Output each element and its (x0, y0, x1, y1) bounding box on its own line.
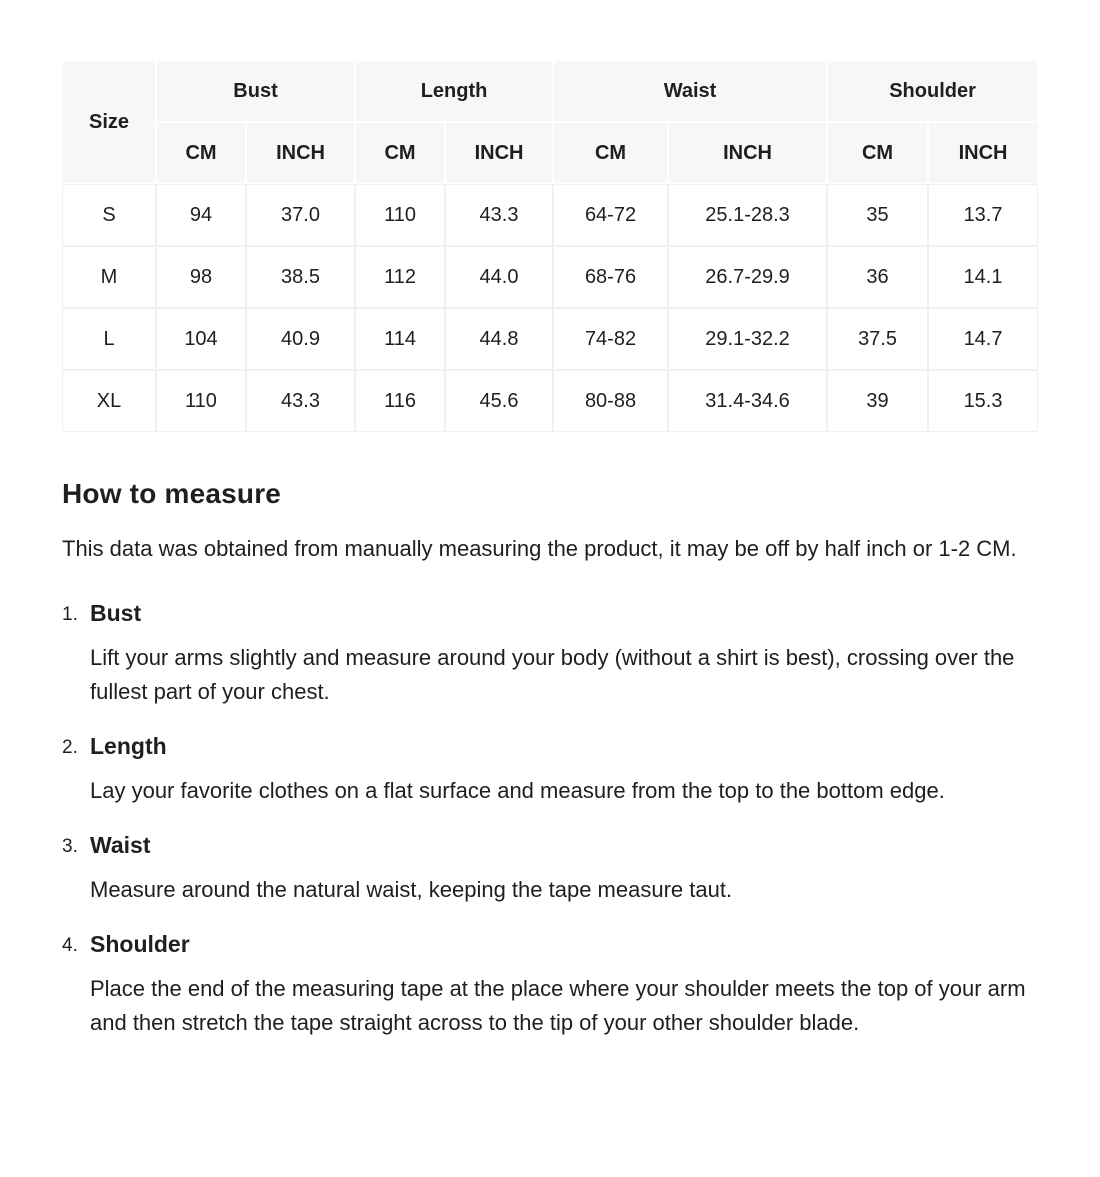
size-chart-table: Size Bust Length Waist Shoulder CM INCH … (62, 60, 1039, 432)
group-header-shoulder: Shoulder (827, 60, 1039, 122)
size-cell: XL (62, 370, 156, 432)
group-header-waist: Waist (553, 60, 828, 122)
step-description: Lift your arms slightly and measure arou… (90, 645, 1015, 704)
step-title: Length (90, 733, 167, 759)
measure-step-bust: 1. Bust Lift your arms slightly and meas… (62, 598, 1038, 709)
unit-header-waist-inch: INCH (668, 122, 828, 184)
group-header-bust: Bust (156, 60, 356, 122)
how-to-measure-heading: How to measure (62, 478, 282, 509)
size-chart-body: S 94 37.0 110 43.3 64-72 25.1-28.3 35 13… (62, 184, 1039, 432)
size-cell: S (62, 184, 156, 246)
value-cell: 14.1 (928, 246, 1039, 308)
value-cell: 44.0 (445, 246, 554, 308)
value-cell: 29.1-32.2 (668, 308, 828, 370)
unit-header-shoulder-cm: CM (827, 122, 929, 184)
value-cell: 37.0 (246, 184, 356, 246)
step-number: 3. (62, 836, 78, 857)
value-cell: 35 (827, 184, 929, 246)
unit-header-bust-inch: INCH (246, 122, 356, 184)
value-cell: 43.3 (246, 370, 356, 432)
step-body: Bust Lift your arms slightly and measure… (90, 598, 1038, 709)
value-cell: 43.3 (445, 184, 554, 246)
value-cell: 64-72 (553, 184, 669, 246)
step-title: Bust (90, 600, 142, 626)
value-cell: 13.7 (928, 184, 1039, 246)
value-cell: 26.7-29.9 (668, 246, 828, 308)
value-cell: 110 (355, 184, 446, 246)
value-cell: 94 (156, 184, 246, 246)
table-row-xl: XL 110 43.3 116 45.6 80-88 31.4-34.6 39 … (62, 370, 1039, 432)
table-row-l: L 104 40.9 114 44.8 74-82 29.1-32.2 37.5… (62, 308, 1039, 370)
unit-header-length-cm: CM (355, 122, 446, 184)
value-cell: 114 (355, 308, 446, 370)
step-number: 4. (62, 935, 78, 956)
value-cell: 98 (156, 246, 246, 308)
value-cell: 14.7 (928, 308, 1039, 370)
value-cell: 25.1-28.3 (668, 184, 828, 246)
value-cell: 31.4-34.6 (668, 370, 828, 432)
table-row-m: M 98 38.5 112 44.0 68-76 26.7-29.9 36 14… (62, 246, 1039, 308)
measure-step-shoulder: 4. Shoulder Place the end of the measuri… (62, 929, 1038, 1040)
measure-disclaimer-text: This data was obtained from manually mea… (62, 536, 1017, 561)
value-cell: 15.3 (928, 370, 1039, 432)
value-cell: 40.9 (246, 308, 356, 370)
size-chart-header: Size Bust Length Waist Shoulder CM INCH … (62, 60, 1039, 184)
value-cell: 39 (827, 370, 929, 432)
measure-step-waist: 3. Waist Measure around the natural wais… (62, 830, 1038, 907)
size-cell: M (62, 246, 156, 308)
group-header-length: Length (355, 60, 554, 122)
value-cell: 37.5 (827, 308, 929, 370)
value-cell: 68-76 (553, 246, 669, 308)
value-cell: 80-88 (553, 370, 669, 432)
step-number: 2. (62, 737, 78, 758)
step-number: 1. (62, 604, 78, 625)
step-description: Lay your favorite clothes on a flat surf… (90, 778, 945, 803)
step-body: Waist Measure around the natural waist, … (90, 830, 1038, 907)
group-header-row: Size Bust Length Waist Shoulder (62, 60, 1039, 184)
measure-step-length: 2. Length Lay your favorite clothes on a… (62, 731, 1038, 808)
unit-header-length-inch: INCH (445, 122, 554, 184)
value-cell: 116 (355, 370, 446, 432)
value-cell: 38.5 (246, 246, 356, 308)
value-cell: 104 (156, 308, 246, 370)
step-body: Length Lay your favorite clothes on a fl… (90, 731, 1038, 808)
step-body: Shoulder Place the end of the measuring … (90, 929, 1038, 1040)
unit-header-row: CM INCH CM INCH CM INCH CM INCH (62, 122, 1039, 184)
unit-header-bust-cm: CM (156, 122, 246, 184)
step-title: Waist (90, 832, 151, 858)
value-cell: 36 (827, 246, 929, 308)
size-column-header: Size (62, 60, 156, 184)
unit-header-waist-cm: CM (553, 122, 669, 184)
table-row-s: S 94 37.0 110 43.3 64-72 25.1-28.3 35 13… (62, 184, 1039, 246)
step-description: Measure around the natural waist, keepin… (90, 877, 733, 902)
value-cell: 112 (355, 246, 446, 308)
value-cell: 45.6 (445, 370, 554, 432)
value-cell: 74-82 (553, 308, 669, 370)
value-cell: 44.8 (445, 308, 554, 370)
measure-steps-list: 1. Bust Lift your arms slightly and meas… (62, 598, 1038, 1040)
size-cell: L (62, 308, 156, 370)
unit-header-shoulder-inch: INCH (928, 122, 1039, 184)
step-title: Shoulder (90, 931, 190, 957)
value-cell: 110 (156, 370, 246, 432)
step-description: Place the end of the measuring tape at t… (90, 976, 1026, 1035)
